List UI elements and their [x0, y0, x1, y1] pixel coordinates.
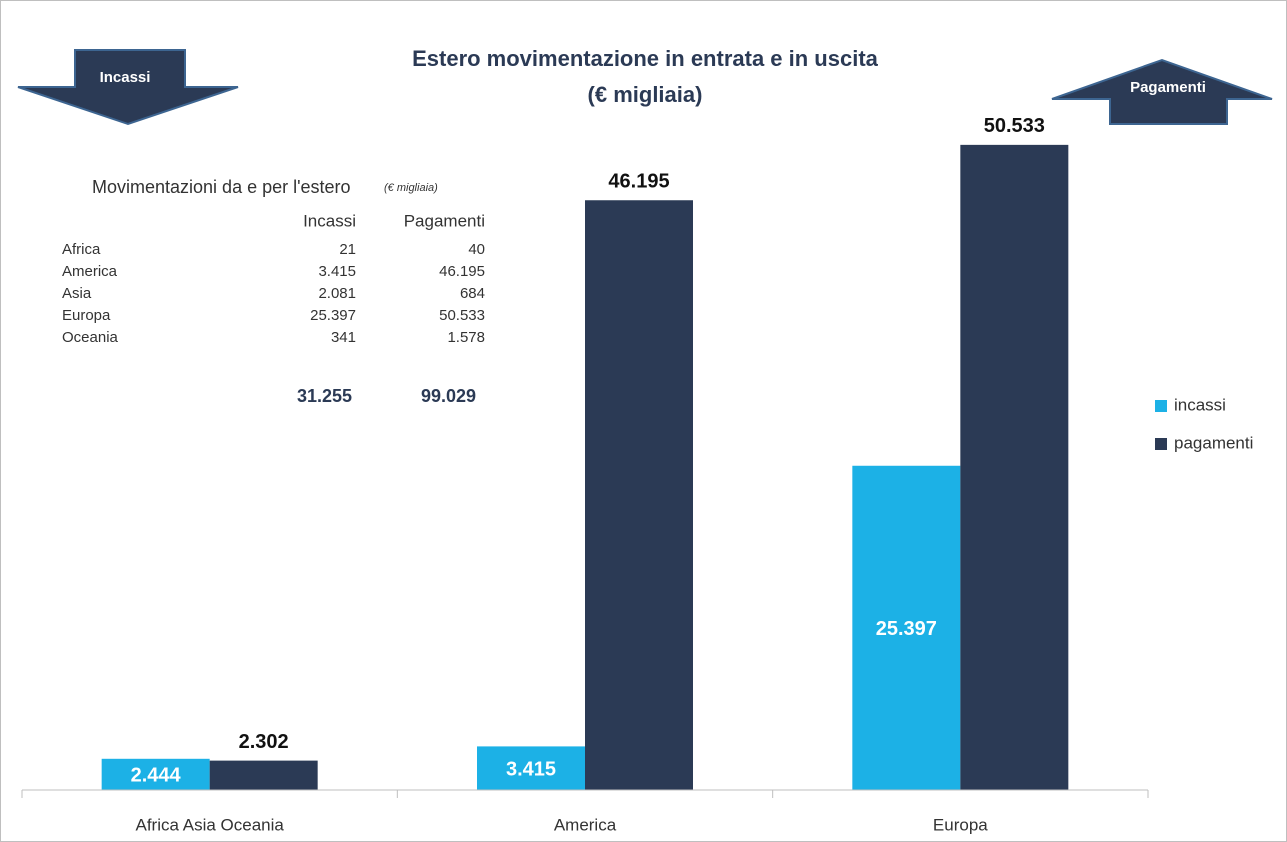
table-cell: 40 — [468, 241, 485, 258]
table-cell: 21 — [339, 241, 356, 258]
incassi-arrow — [17, 49, 239, 126]
x-tick-label: America — [554, 815, 617, 834]
pagamenti-arrow — [1051, 58, 1273, 125]
table-row-label: Oceania — [62, 329, 119, 346]
bar — [477, 746, 585, 790]
value-label: 46.195 — [608, 171, 669, 193]
bar — [585, 200, 693, 790]
table-cell: 341 — [331, 329, 356, 346]
bar — [960, 144, 1069, 790]
bar — [209, 760, 318, 790]
legend-swatch — [1155, 438, 1167, 450]
pagamenti-label: Pagamenti — [1130, 79, 1206, 96]
table-header: Incassi — [303, 211, 356, 230]
chart-subtitle: (€ migliaia) — [588, 82, 703, 107]
table-row-label: Europa — [62, 307, 111, 324]
value-label: 50.533 — [984, 115, 1045, 137]
table-cell: 25.397 — [310, 307, 356, 324]
legend-label: pagamenti — [1174, 433, 1253, 452]
table-note: (€ migliaia) — [384, 182, 438, 194]
value-label: 25.397 — [876, 618, 937, 640]
x-tick-label: Africa Asia Oceania — [135, 815, 284, 834]
chart-title: Estero movimentazione in entrata e in us… — [412, 46, 879, 71]
value-label: 2.444 — [131, 765, 182, 787]
value-label: 3.415 — [506, 758, 556, 780]
bar — [101, 758, 210, 790]
table-title: Movimentazioni da e per l'estero — [92, 177, 351, 197]
legend-swatch — [1155, 400, 1167, 412]
x-tick-label: Europa — [933, 815, 988, 834]
table-total: 31.255 — [297, 386, 352, 406]
table-row-label: Asia — [62, 285, 92, 302]
legend-label: incassi — [1174, 395, 1226, 414]
value-label: 2.302 — [239, 731, 289, 753]
table-cell: 2.081 — [318, 285, 356, 302]
table-cell: 46.195 — [439, 263, 485, 280]
incassi-label: Incassi — [100, 69, 151, 86]
table-cell: 50.533 — [439, 307, 485, 324]
bar — [852, 465, 961, 790]
table-cell: 1.578 — [447, 329, 485, 346]
table-total: 99.029 — [421, 386, 476, 406]
table-header: Pagamenti — [404, 211, 485, 230]
table-row-label: America — [62, 263, 118, 280]
table-row-label: Africa — [62, 241, 101, 258]
table-cell: 684 — [460, 285, 485, 302]
table-cell: 3.415 — [318, 263, 356, 280]
